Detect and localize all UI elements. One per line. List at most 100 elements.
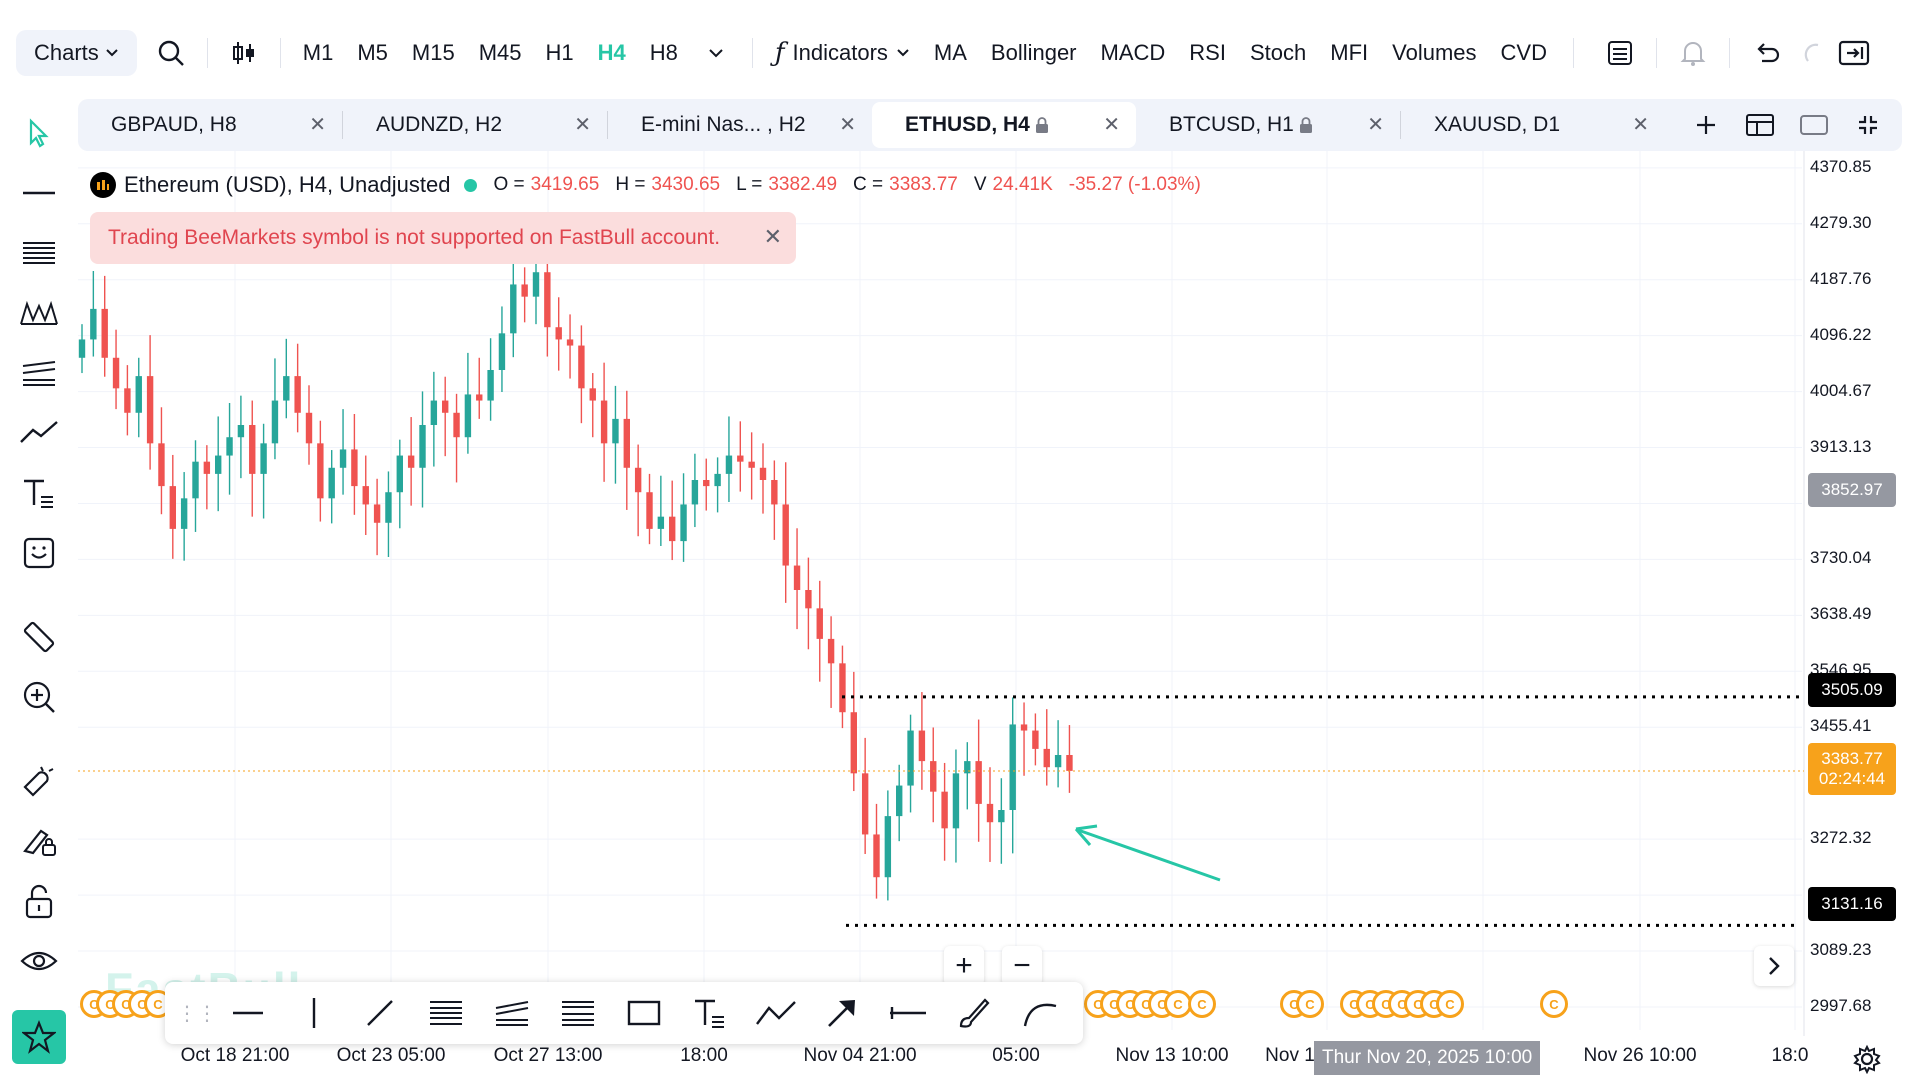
timeframe-h8[interactable]: H8 (649, 40, 678, 65)
chart-tab[interactable]: E-mini Nas... , H2 ✕ (608, 102, 872, 148)
indicator-ma[interactable]: MA (933, 40, 967, 65)
close-tab-icon[interactable]: ✕ (839, 114, 856, 136)
trend-line-tool-icon[interactable] (14, 408, 64, 458)
pattern-tool-icon[interactable] (14, 288, 64, 338)
timeframe-more-chevron-icon[interactable] (690, 27, 742, 79)
drawing-tools-bar: ⋮⋮ (165, 982, 1083, 1044)
single-layout-icon[interactable] (1787, 102, 1841, 148)
close-tab-icon[interactable]: ✕ (574, 114, 591, 136)
event-markers-group-5[interactable]: C (1540, 990, 1568, 1020)
symbol-title: Ethereum (USD), H4, Unadjusted (124, 172, 451, 197)
tab-label: E-mini Nas... , H2 (641, 113, 806, 136)
indicator-rsi[interactable]: RSI (1189, 40, 1226, 65)
candle-body (703, 480, 710, 487)
charts-menu-button[interactable]: Charts (16, 30, 137, 76)
event-markers-group-2[interactable]: C (1188, 990, 1216, 1020)
close-tab-icon[interactable]: ✕ (1632, 114, 1649, 136)
chart-settings-gear-icon[interactable] (1852, 1044, 1884, 1076)
redo-icon[interactable] (1792, 27, 1828, 79)
magnet-icon[interactable] (14, 756, 64, 806)
close-tab-icon[interactable]: ✕ (1367, 114, 1384, 136)
timeframe-m1[interactable]: M1 (302, 40, 334, 65)
chart-tab[interactable]: GBPAUD, H8 ✕ (78, 102, 342, 148)
indicator-macd[interactable]: MACD (1100, 40, 1166, 65)
indicator-mfi[interactable]: MFI (1330, 40, 1369, 65)
undo-icon[interactable] (1740, 27, 1792, 79)
event-marker-icon[interactable]: C (1540, 990, 1568, 1018)
event-marker-icon[interactable]: C (1188, 990, 1216, 1018)
unlock-icon[interactable] (14, 876, 64, 926)
arc-icon[interactable] (1007, 988, 1073, 1038)
toolbar-divider (1655, 38, 1657, 68)
horizontal-line-tool-icon[interactable] (14, 168, 64, 218)
chart-tab[interactable]: AUDNZD, H2 ✕ (343, 102, 607, 148)
close-tab-icon[interactable]: ✕ (1103, 114, 1120, 136)
close-icon[interactable]: ✕ (763, 224, 782, 249)
parallel-channel-icon[interactable] (479, 988, 545, 1038)
brush-lock-icon[interactable] (14, 816, 64, 866)
layout-grid-icon[interactable] (1733, 102, 1787, 148)
horizontal-line-icon[interactable] (215, 988, 281, 1038)
chart-tab[interactable]: ETHUSD, H4 ✕ (872, 102, 1136, 148)
event-marker-icon[interactable]: C (1436, 990, 1464, 1018)
search-icon[interactable] (145, 27, 197, 79)
alert-bell-icon[interactable] (1667, 27, 1719, 79)
text-icon[interactable] (677, 988, 743, 1038)
favorites-star-icon[interactable] (12, 1010, 66, 1064)
candlestick-type-icon[interactable] (218, 27, 270, 79)
fib-retracement-icon[interactable] (413, 988, 479, 1038)
timeframe-m45[interactable]: M45 (478, 40, 522, 65)
close-tab-icon[interactable]: ✕ (309, 114, 326, 136)
ray-line-icon[interactable] (875, 988, 941, 1038)
channel-tool-icon[interactable] (14, 348, 64, 398)
ruler-measure-icon[interactable] (14, 612, 64, 662)
object-tree-icon[interactable] (1594, 27, 1646, 79)
indicator-volumes[interactable]: Volumes (1392, 40, 1477, 65)
cursor-arrow-icon[interactable] (14, 108, 64, 158)
timeframe-m15[interactable]: M15 (411, 40, 455, 65)
collapse-arrows-icon[interactable] (1841, 102, 1895, 148)
rectangle-icon[interactable] (611, 988, 677, 1038)
event-marker-icon[interactable]: C (112, 990, 140, 1018)
candle-body (464, 394, 472, 438)
add-tab-plus-icon[interactable] (1679, 102, 1733, 148)
annotation-arrow-head (1074, 824, 1098, 846)
time-tick-label: 18:00 (680, 1045, 728, 1066)
indicators-label: Indicators (792, 40, 888, 65)
fib-lines-tool-icon[interactable] (14, 228, 64, 278)
vertical-line-icon[interactable] (281, 988, 347, 1038)
drag-handle-icon[interactable]: ⋮⋮ (177, 1002, 217, 1025)
timeframe-h4[interactable]: H4 (597, 40, 626, 65)
text-tool-icon[interactable] (14, 468, 64, 518)
polyline-icon[interactable] (743, 988, 809, 1038)
chart-tab[interactable]: BTCUSD, H1 ✕ (1136, 102, 1400, 148)
scroll-right-button[interactable] (1754, 946, 1794, 986)
chart-tab[interactable]: XAUUSD, D1 ✕ (1401, 102, 1665, 148)
price-tick-label: 4096.22 (1810, 324, 1872, 344)
candle-body (998, 810, 1005, 823)
event-marker-icon[interactable]: C (1296, 990, 1324, 1018)
arrow-icon[interactable] (809, 988, 875, 1038)
fullscreen-exit-icon[interactable] (1828, 27, 1880, 79)
zoom-out-minus-button[interactable]: − (1002, 946, 1042, 986)
timeframe-h1[interactable]: H1 (545, 40, 574, 65)
zoom-in-plus-button[interactable]: + (944, 946, 984, 986)
emoji-sticker-icon[interactable] (14, 528, 64, 578)
indicator-stoch[interactable]: Stoch (1249, 40, 1307, 65)
indicator-cvd[interactable]: CVD (1500, 40, 1547, 65)
crosshair-price-tag: 3852.97 (1808, 473, 1896, 507)
gann-fan-icon[interactable] (545, 988, 611, 1038)
eye-visibility-icon[interactable] (14, 936, 64, 986)
zoom-in-icon[interactable] (14, 672, 64, 722)
price-tick-label: 3272.32 (1810, 828, 1872, 848)
brush-icon[interactable] (941, 988, 1007, 1038)
indicator-bollinger[interactable]: Bollinger (990, 40, 1077, 65)
trend-line-icon[interactable] (347, 988, 413, 1038)
indicators-button[interactable]: ƒ Indicators (763, 38, 922, 68)
timeframe-m5[interactable]: M5 (357, 40, 388, 65)
